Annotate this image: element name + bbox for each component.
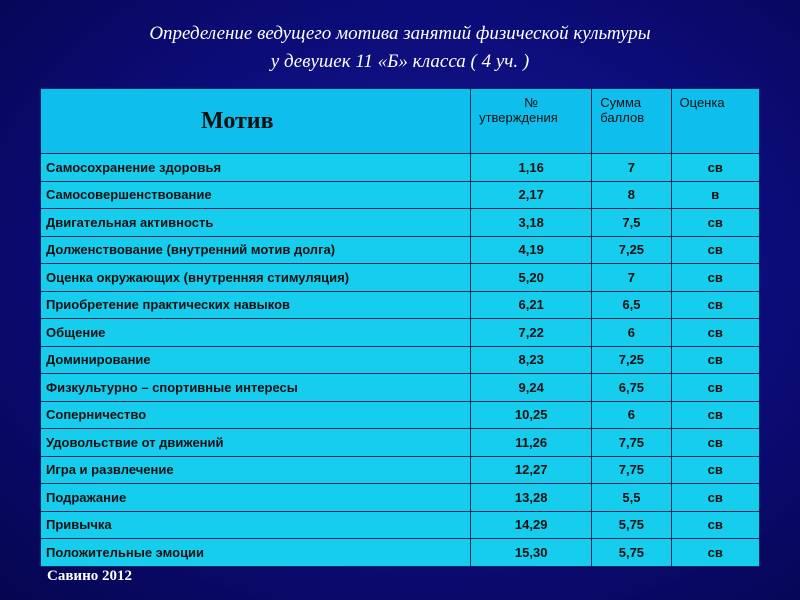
cell: св	[670, 400, 761, 429]
row: Доминирование 8,23 7,25 св	[39, 345, 761, 374]
cell: Положительные эмоции	[39, 538, 472, 567]
row: Долженствование (внутренний мотив долга)…	[39, 235, 761, 264]
cell: 8	[591, 180, 672, 209]
cell: 7,75	[591, 428, 672, 457]
cell: св	[670, 483, 761, 512]
table: Мотив № утверждения Сумма баллов Оценка Самосо…	[39, 88, 761, 567]
cell: 14,29	[470, 510, 593, 539]
cell: 1,16	[470, 153, 593, 182]
cell: 13,28	[470, 483, 593, 512]
cell: 5,5	[591, 483, 672, 512]
cell: 6	[591, 318, 672, 347]
cell: св	[670, 263, 761, 292]
column-header: Оценка	[670, 88, 761, 154]
cell: св	[670, 373, 761, 402]
cell: 9,24	[470, 373, 593, 402]
cell: св	[670, 318, 761, 347]
cell: 15,30	[470, 538, 593, 567]
cell: св	[670, 208, 761, 237]
cell: 10,25	[470, 400, 593, 429]
title-line: Определение ведущего мотива занятий физи…	[149, 23, 651, 44]
footer: Савино 2012	[47, 568, 132, 584]
cell: Привычка	[39, 510, 472, 539]
cell: Подражание	[39, 483, 472, 512]
cell: Физкультурно – спортивные интересы	[39, 373, 472, 402]
cell: св	[670, 510, 761, 539]
cell: 2,17	[470, 180, 593, 209]
table-body: Самосохранение здоровья 1,16 7 св Самосоверш…	[39, 153, 761, 567]
cell: 7,25	[591, 345, 672, 374]
cell: св	[670, 455, 761, 484]
cell: 7	[591, 153, 672, 182]
row: Удовольствие от движений 11,26 7,75 св	[39, 428, 761, 457]
row: Приобретение практических навыков 6,21 6,5…	[39, 290, 761, 319]
row: Оценка окружающих (внутренняя стимуляция…	[39, 263, 761, 292]
cell: св	[670, 428, 761, 457]
cell: Двигательная активность	[39, 208, 472, 237]
cell: 7,25	[591, 235, 672, 264]
cell: 7,5	[591, 208, 672, 237]
cell: 6,75	[591, 373, 672, 402]
row: Двигательная активность 3,18 7,5 св	[39, 208, 761, 237]
cell: 7,22	[470, 318, 593, 347]
header-text: №	[524, 95, 539, 110]
row: Положительные эмоции 15,30 5,75 св	[39, 538, 761, 567]
header-text: Оценка	[679, 95, 725, 110]
header-text: Мотив	[201, 107, 274, 134]
cell: св	[670, 290, 761, 319]
title: Определение ведущего мотива занятий физи…	[0, 20, 800, 76]
row: Привычка 14,29 5,75 св	[39, 510, 761, 539]
cell: 5,20	[470, 263, 593, 292]
cell: Соперничество	[39, 400, 472, 429]
row: Общение 7,22 6 св	[39, 318, 761, 347]
column-header: № утверждения	[470, 88, 593, 154]
cell: Удовольствие от движений	[39, 428, 472, 457]
cell: в	[670, 180, 761, 209]
header-row: Мотив № утверждения Сумма баллов Оценка	[39, 88, 761, 154]
cell: 6	[591, 400, 672, 429]
row: Игра и развлечение 12,27 7,75 св	[39, 455, 761, 484]
cell: 7	[591, 263, 672, 292]
cell: Приобретение практических навыков	[39, 290, 472, 319]
cell: 11,26	[470, 428, 593, 457]
cell: 6,21	[470, 290, 593, 319]
cell: 7,75	[591, 455, 672, 484]
cell: св	[670, 538, 761, 567]
cell: 12,27	[470, 455, 593, 484]
cell: 5,75	[591, 538, 672, 567]
column-header: Сумма баллов	[591, 88, 672, 154]
row: Физкультурно – спортивные интересы 9,24 6,…	[39, 373, 761, 402]
cell: Самосохранение здоровья	[39, 153, 472, 182]
column-header: Мотив	[39, 88, 472, 154]
cell: Долженствование (внутренний мотив долга)	[39, 235, 472, 264]
cell: Самосовершенствование	[39, 180, 472, 209]
header-text: баллов	[600, 110, 645, 125]
header-text: утверждения	[479, 110, 558, 125]
cell: Игра и развлечение	[39, 455, 472, 484]
title-line: у девушек 11 «Б» класса ( 4 уч. )	[270, 51, 530, 72]
cell: Общение	[39, 318, 472, 347]
cell: св	[670, 345, 761, 374]
cell: 6,5	[591, 290, 672, 319]
cell: Доминирование	[39, 345, 472, 374]
row: Самосохранение здоровья 1,16 7 св	[39, 153, 761, 182]
cell: 8,23	[470, 345, 593, 374]
row: Самосовершенствование 2,17 8 в	[39, 180, 761, 209]
cell: 4,19	[470, 235, 593, 264]
row: Соперничество 10,25 6 св	[39, 400, 761, 429]
cell: 3,18	[470, 208, 593, 237]
cell: 5,75	[591, 510, 672, 539]
row: Подражание 13,28 5,5 св	[39, 483, 761, 512]
cell: св	[670, 153, 761, 182]
cell: св	[670, 235, 761, 264]
cell: Оценка окружающих (внутренняя стимуляция…	[39, 263, 472, 292]
header-text: Сумма	[600, 95, 642, 110]
